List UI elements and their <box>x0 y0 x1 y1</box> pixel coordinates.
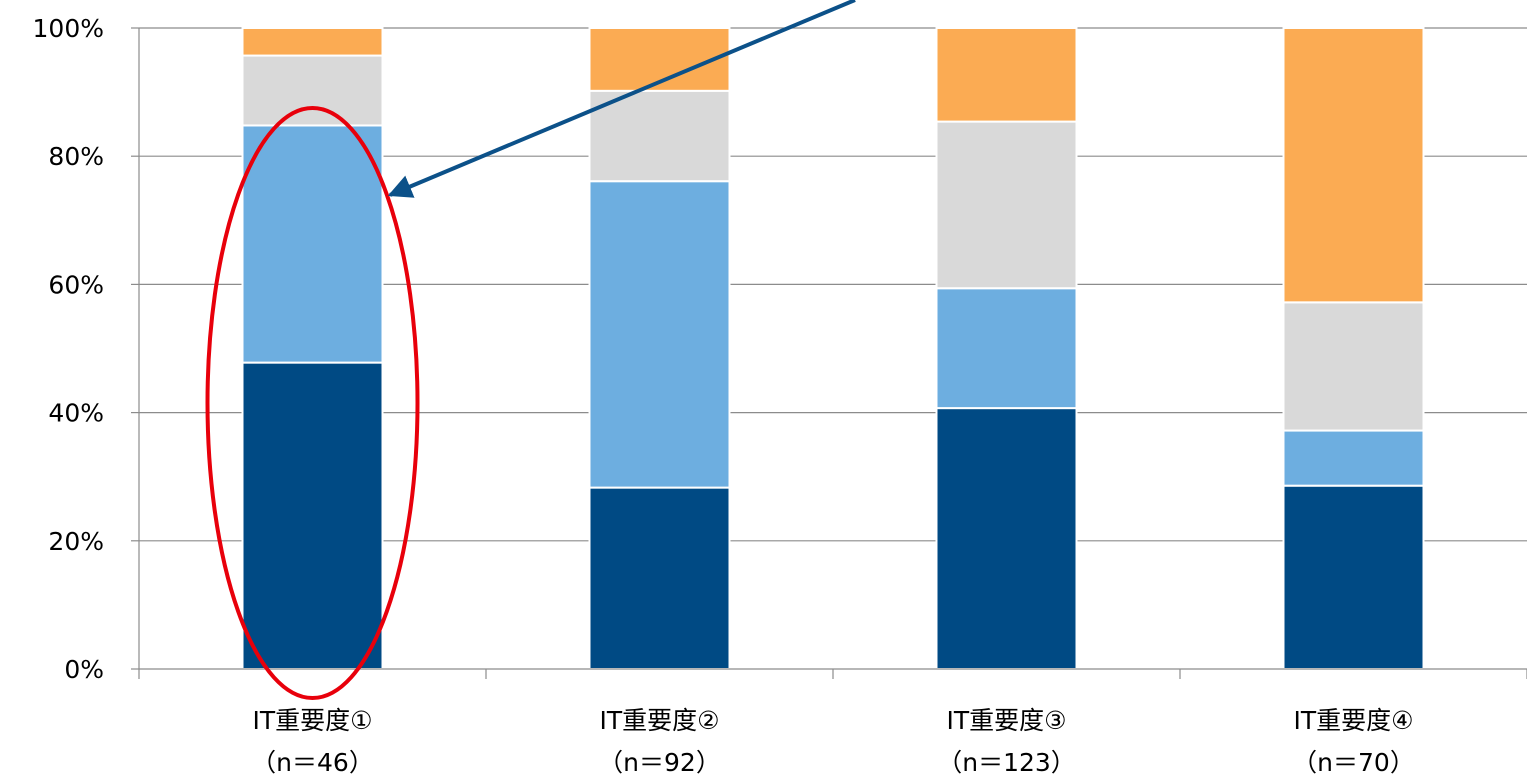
y-tick-label: 40% <box>48 399 104 428</box>
category-label: IT重要度③ <box>946 706 1066 735</box>
bar-segment <box>935 407 1078 670</box>
category-label: IT重要度① <box>252 706 372 735</box>
bar-segment <box>1282 301 1425 432</box>
category-label-n: （n＝46） <box>251 748 374 777</box>
bar-segment <box>1282 429 1425 487</box>
bar-segment <box>1282 27 1425 304</box>
bar-segment <box>588 180 731 489</box>
category-label: IT重要度② <box>599 706 719 735</box>
category-label-n: （n＝92） <box>598 748 721 777</box>
y-tick-label: 60% <box>48 270 104 299</box>
bar-segment <box>1282 484 1425 671</box>
y-tick-label: 80% <box>48 142 104 171</box>
highlight-ellipse <box>205 106 420 700</box>
y-tick-label: 20% <box>48 527 104 556</box>
category-label: IT重要度④ <box>1293 706 1413 735</box>
bar-segment <box>588 486 731 670</box>
bar-segment <box>241 54 384 127</box>
bar-segment <box>241 124 384 364</box>
bar-segment <box>935 287 1078 410</box>
pointer-arrow <box>387 0 856 198</box>
category-label-n: （n＝70） <box>1292 748 1415 777</box>
x-category-labels: IT重要度① （n＝46） IT重要度② （n＝92） IT重要度③ （n＝123） IT重… <box>251 706 1415 777</box>
bar-segment <box>241 27 384 57</box>
y-tick-label: 100% <box>33 14 104 43</box>
bar-segment <box>935 120 1078 290</box>
y-tick-label: 0% <box>64 655 104 684</box>
bars <box>241 27 1425 671</box>
annotations <box>205 0 856 700</box>
y-tick-labels: 0% 20% 40% 60% 80% 100% <box>33 14 104 684</box>
axes <box>131 27 1527 679</box>
bar-segment <box>588 89 731 183</box>
category-label-n: （n＝123） <box>937 748 1076 777</box>
bar-segment <box>935 27 1078 123</box>
bar-segment <box>241 361 384 670</box>
